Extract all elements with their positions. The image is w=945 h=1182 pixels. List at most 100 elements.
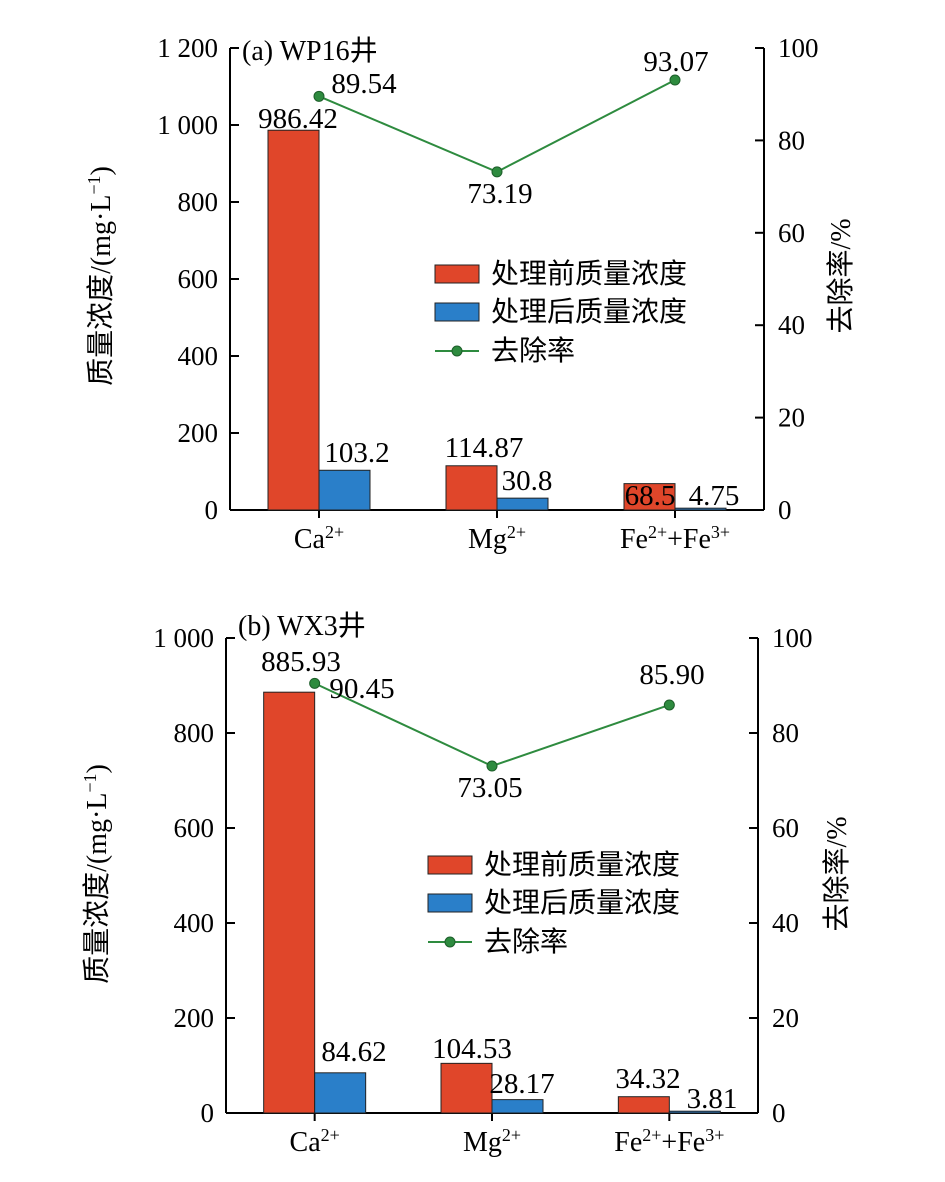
y2-tick-label: 20 (772, 1003, 799, 1033)
y-tick-label: 400 (178, 341, 219, 371)
category-charge: 2+ (507, 522, 526, 542)
y2-tick-label: 0 (778, 495, 792, 525)
y2-axis-title: 去除率/% (821, 816, 853, 931)
removal-rate-point (309, 677, 321, 689)
y2-axis-title: 去除率/% (825, 218, 857, 333)
data-label-after: 84.62 (321, 1036, 386, 1068)
x-tick-label: Ca2+ (290, 1125, 340, 1158)
y-tick-label: 400 (174, 908, 215, 938)
legend-swatch-after (434, 302, 480, 322)
bar-before-treatment (623, 483, 676, 511)
data-label-rate: 73.05 (457, 772, 522, 804)
y2-tick-label: 80 (772, 718, 799, 748)
x-tick-label: Ca2+ (294, 522, 344, 555)
bar-after-treatment (496, 497, 549, 511)
y2-tick-label: 80 (778, 125, 805, 155)
category-name: Fe (620, 524, 648, 555)
data-label-before: 986.42 (258, 103, 338, 135)
data-label-before: 34.32 (615, 1063, 680, 1095)
y-tick-label: 600 (174, 813, 215, 843)
data-label-after: 103.2 (324, 437, 389, 469)
legend-label-after: 处理后质量浓度 (484, 886, 680, 919)
bar-before-treatment (445, 465, 498, 511)
legend-label-after: 处理后质量浓度 (491, 295, 687, 328)
legend-label-before: 处理前质量浓度 (484, 848, 680, 881)
data-label-before: 68.5 (625, 480, 676, 512)
data-label-rate: 85.90 (639, 659, 704, 691)
y-tick-label: 1 200 (157, 33, 218, 63)
legend-label-rate: 去除率 (491, 334, 575, 367)
category-name: Mg (463, 1127, 502, 1158)
data-label-after: 4.75 (689, 480, 740, 512)
y-tick-label: 1 000 (157, 110, 218, 140)
x-tick-label: Mg2+ (468, 522, 526, 555)
removal-rate-point (313, 90, 325, 102)
removal-rate-point (663, 699, 675, 711)
data-label-rate: 93.07 (643, 46, 708, 78)
data-label-after: 30.8 (502, 465, 553, 497)
data-label-before: 104.53 (432, 1033, 512, 1065)
bar-after-treatment (674, 507, 727, 511)
data-label-after: 3.81 (687, 1083, 738, 1115)
legend-marker-rate (444, 936, 456, 948)
data-label-rate: 90.45 (329, 673, 394, 705)
removal-rate-point (491, 166, 503, 178)
category-suffix-charge: 3+ (705, 1125, 724, 1145)
y-tick-label: 1 000 (153, 623, 214, 653)
legend-label-before: 处理前质量浓度 (491, 257, 687, 290)
y-tick-label: 800 (174, 718, 215, 748)
category-name: Mg (468, 524, 507, 555)
x-tick-label: Mg2+ (463, 1125, 521, 1158)
y-axis-title-close: ) (86, 166, 117, 175)
x-tick-label: Fe2++Fe3+ (614, 1125, 724, 1158)
category-suffix: +Fe (661, 1127, 705, 1158)
bar-before-treatment (617, 1096, 670, 1114)
panel-title: (a) WP16井 (242, 35, 378, 67)
data-label-before: 885.93 (261, 646, 341, 678)
legend-swatch-before (434, 264, 480, 284)
y-axis-title-text: 质量浓度/(mg·L (81, 793, 113, 984)
y-axis-title: 质量浓度/(mg·L−1) (84, 166, 117, 386)
category-charge: 2+ (642, 1125, 661, 1145)
category-charge: 2+ (321, 1125, 340, 1145)
legend-marker-rate (451, 345, 463, 357)
panel-title: (b) WX3井 (238, 610, 366, 642)
removal-rate-point (486, 760, 498, 772)
category-charge: 2+ (648, 522, 667, 542)
legend-label-rate: 去除率 (484, 925, 568, 958)
y-axis-title-exponent: −1 (84, 175, 104, 194)
y-tick-label: 200 (178, 418, 219, 448)
category-suffix: +Fe (667, 524, 711, 555)
category-charge: 2+ (502, 1125, 521, 1145)
category-charge: 2+ (325, 522, 344, 542)
bar-before-treatment (267, 129, 320, 511)
y2-tick-label: 100 (772, 623, 813, 653)
y-axis-title: 质量浓度/(mg·L−1) (80, 764, 113, 984)
bar-before-treatment (263, 691, 316, 1114)
legend-swatch-before (427, 855, 473, 875)
y-axis-title-exponent: −1 (80, 773, 100, 792)
bar-after-treatment (491, 1099, 544, 1114)
y2-tick-label: 40 (778, 310, 805, 340)
y-tick-label: 0 (205, 495, 219, 525)
legend-swatch-after (427, 893, 473, 913)
y2-tick-label: 0 (772, 1098, 786, 1128)
category-name: Ca (294, 524, 326, 555)
y2-tick-label: 100 (778, 33, 819, 63)
data-label-before: 114.87 (445, 432, 524, 464)
bar-before-treatment (440, 1062, 493, 1114)
removal-rate-point (669, 74, 681, 86)
y-axis-title-close: ) (82, 764, 113, 773)
y2-tick-label: 60 (778, 218, 805, 248)
y-tick-label: 600 (178, 264, 219, 294)
category-name: Ca (290, 1127, 322, 1158)
data-label-rate: 73.19 (467, 178, 532, 210)
y-tick-label: 800 (178, 187, 219, 217)
y-tick-label: 200 (174, 1003, 215, 1033)
y2-tick-label: 20 (778, 403, 805, 433)
data-label-rate: 89.54 (331, 68, 397, 100)
